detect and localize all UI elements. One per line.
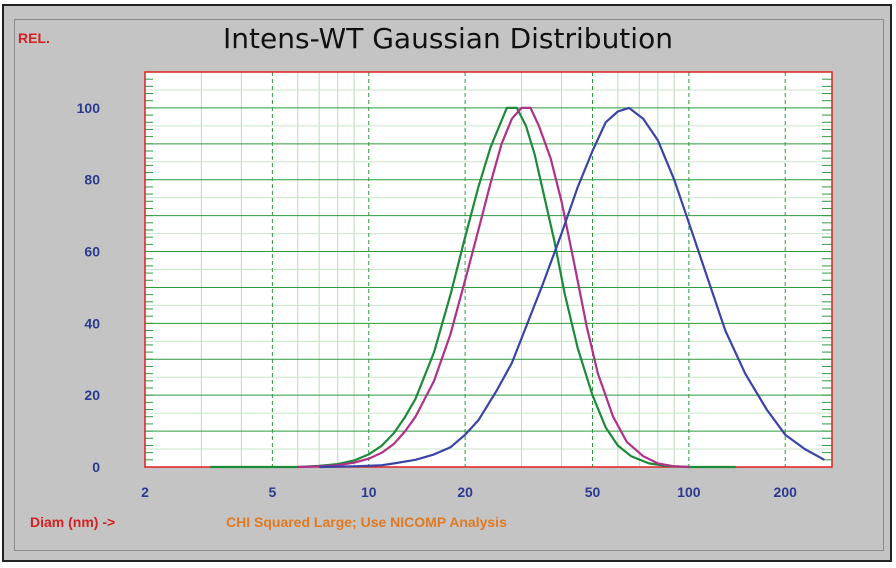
y-tick-label: 0: [92, 459, 100, 475]
x-tick-label: 2: [141, 484, 149, 500]
series-line-2: [297, 106, 689, 469]
series-line-1: [210, 106, 736, 469]
x-axis-label: Diam (nm) ->: [30, 514, 116, 530]
x-tick-label: 5: [268, 484, 276, 500]
y-tick-label: 60: [84, 244, 100, 260]
x-tick-label: 20: [457, 484, 473, 500]
y-axis-unit-label: REL.: [18, 30, 50, 46]
analysis-note: CHI Squared Large; Use NICOMP Analysis: [226, 514, 507, 530]
chart-inner-panel: [14, 19, 884, 551]
series-line-3: [319, 106, 825, 469]
x-tick-label: 200: [774, 484, 798, 500]
y-tick-label: 20: [84, 387, 100, 403]
x-tick-label: 50: [585, 484, 601, 500]
chart-title: Intens-WT Gaussian Distribution: [223, 22, 673, 55]
y-tick-label: 40: [84, 315, 100, 331]
y-tick-label: 100: [77, 100, 101, 116]
plot-border: [144, 71, 833, 468]
y-tick-label: 80: [84, 172, 100, 188]
x-tick-label: 10: [361, 484, 377, 500]
x-tick-label: 100: [677, 484, 701, 500]
